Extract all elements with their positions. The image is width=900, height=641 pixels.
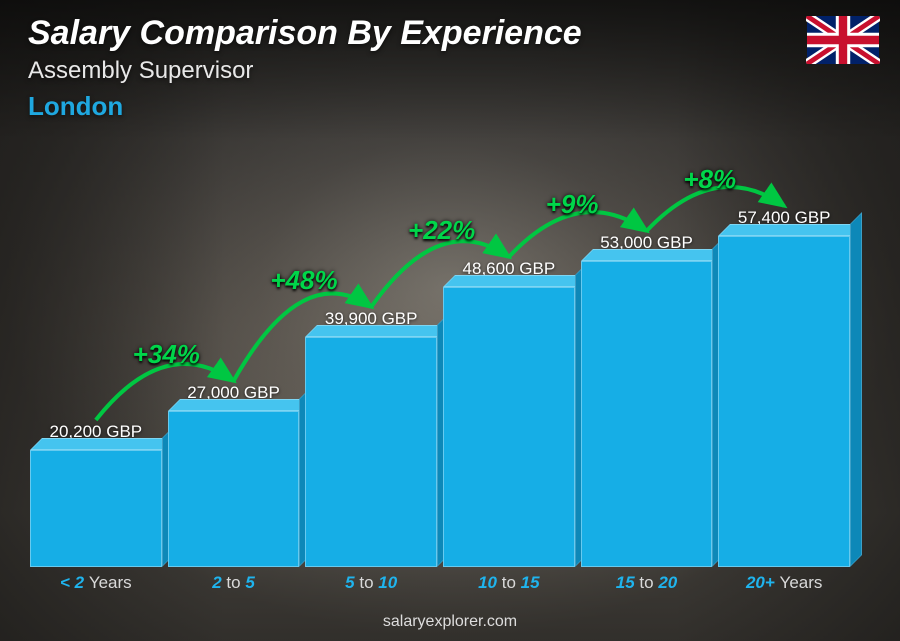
location-label: London — [28, 91, 872, 122]
bar-slot: 39,900 GBP — [305, 309, 437, 567]
percent-increase-label: +34% — [133, 339, 200, 370]
bar — [30, 450, 162, 567]
x-axis-label: 15 to 20 — [581, 573, 713, 593]
bar-slot: 20,200 GBP — [30, 422, 162, 567]
x-axis-label: 2 to 5 — [168, 573, 300, 593]
percent-increase-label: +22% — [408, 215, 475, 246]
x-axis-label: 10 to 15 — [443, 573, 575, 593]
x-axis-label: < 2 Years — [30, 573, 162, 593]
bar — [305, 337, 437, 567]
bar — [443, 287, 575, 567]
bar — [718, 236, 850, 567]
x-axis-label: 20+ Years — [718, 573, 850, 593]
percent-increase-label: +48% — [270, 265, 337, 296]
bar-slot: 48,600 GBP — [443, 259, 575, 567]
page-title: Salary Comparison By Experience — [28, 14, 872, 53]
uk-flag-icon — [806, 16, 880, 64]
header: Salary Comparison By Experience Assembly… — [28, 14, 872, 122]
x-axis-labels: < 2 Years 2 to 55 to 10 10 to 15 15 to 2020… — [30, 573, 850, 593]
bar — [168, 411, 300, 567]
bar-slot: 57,400 GBP — [718, 208, 850, 567]
footer-source: salaryexplorer.com — [0, 613, 900, 631]
bar-slot: 53,000 GBP — [581, 233, 713, 567]
bar — [581, 261, 713, 567]
x-axis-label: 5 to 10 — [305, 573, 437, 593]
percent-increase-label: +9% — [546, 189, 599, 220]
percent-increase-label: +8% — [683, 164, 736, 195]
salary-chart: 20,200 GBP27,000 GBP39,900 GBP48,600 GBP… — [30, 140, 850, 593]
page-subtitle: Assembly Supervisor — [28, 57, 872, 85]
bar-slot: 27,000 GBP — [168, 383, 300, 567]
